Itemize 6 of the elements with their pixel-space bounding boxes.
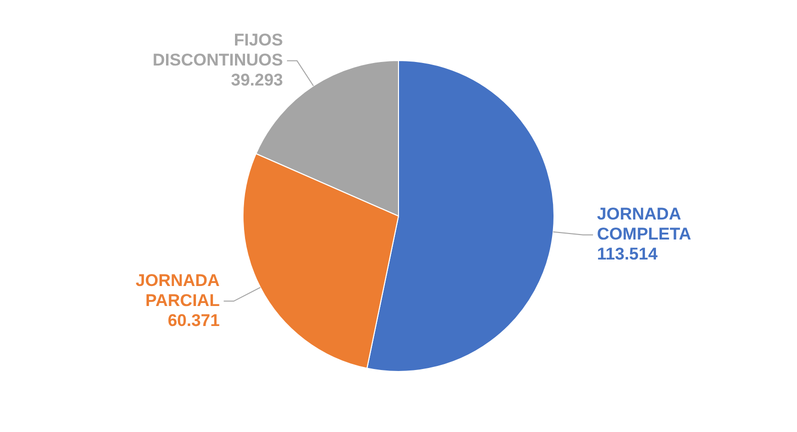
slice-label: FIJOS DISCONTINUOS: [152, 30, 283, 70]
slice-label: JORNADA PARCIAL: [136, 270, 220, 310]
data-label: 113.514: [597, 244, 658, 264]
slice-label: JORNADA COMPLETA: [597, 204, 692, 244]
data-label: 60.371: [168, 310, 220, 330]
data-label: 39.293: [230, 70, 283, 90]
